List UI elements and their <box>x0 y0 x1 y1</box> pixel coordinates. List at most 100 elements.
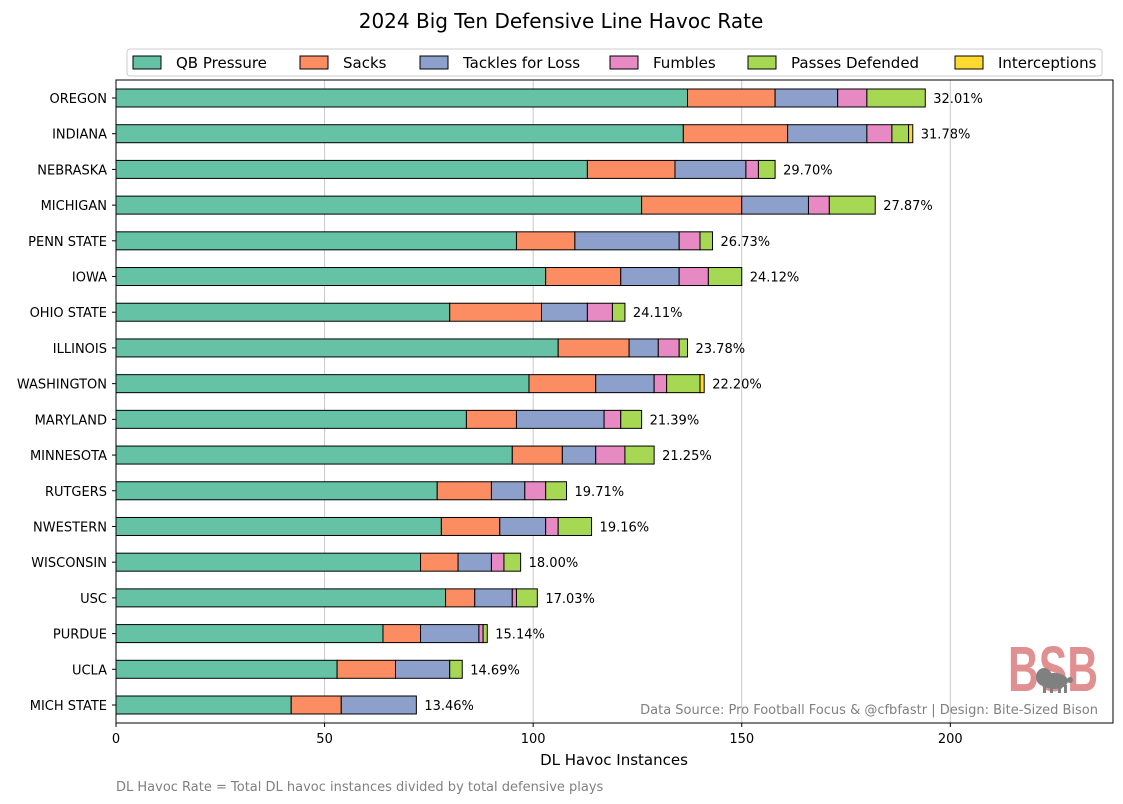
bar-qb-pressure <box>115 445 513 465</box>
bar-fumbles <box>511 588 517 608</box>
bar-sacks <box>445 588 476 608</box>
legend-label: Tackles for Loss <box>462 54 580 72</box>
legend-swatch <box>132 55 162 70</box>
data-label: 13.46% <box>424 699 474 714</box>
bar-sacks <box>682 124 789 144</box>
data-label: 19.71% <box>575 485 625 500</box>
y-tick-label: OHIO STATE <box>30 306 107 321</box>
bar-tackles-for-loss <box>490 481 526 501</box>
y-tick-label: ILLINOIS <box>53 342 107 357</box>
bar-sacks <box>528 374 597 394</box>
data-label: 24.12% <box>750 271 800 286</box>
bar-fumbles <box>586 302 613 322</box>
legend-item: Sacks <box>299 54 387 72</box>
legend-item: Fumbles <box>609 54 716 72</box>
bar-tackles-for-loss <box>457 552 492 572</box>
bar-sacks <box>465 409 517 429</box>
bar-qb-pressure <box>115 195 643 215</box>
x-axis: 0 50 100 150 200 <box>112 723 963 747</box>
bar-qb-pressure <box>115 124 684 144</box>
bar-qb-pressure <box>115 231 517 251</box>
bison-icon <box>1036 668 1073 693</box>
bar-passes-defended <box>757 159 776 179</box>
bar-tackles-for-loss <box>628 338 659 358</box>
bar-sacks <box>290 695 342 715</box>
y-tick-label: USC <box>80 592 107 607</box>
y-tick-label: PURDUE <box>53 628 107 643</box>
bar-tackles-for-loss <box>787 124 868 144</box>
bar-sacks <box>440 516 501 536</box>
footnote: DL Havoc Rate = Total DL havoc instances… <box>116 780 604 795</box>
plot-frame <box>115 79 1114 724</box>
y-tick-label: MICH STATE <box>30 699 107 714</box>
bar-fumbles <box>490 552 505 572</box>
legend-swatch <box>954 55 984 70</box>
bar-tackles-for-loss <box>574 231 680 251</box>
data-label: 26.73% <box>721 235 771 250</box>
y-tick-label: NEBRASKA <box>37 163 107 178</box>
bar-passes-defended <box>866 88 926 108</box>
bar-passes-defended <box>515 588 538 608</box>
y-tick-label: IOWA <box>72 271 107 286</box>
y-tick-label: RUTGERS <box>45 485 107 500</box>
bar-passes-defended <box>666 374 701 394</box>
bar-fumbles <box>837 88 868 108</box>
bar-qb-pressure <box>115 302 451 322</box>
data-label: 27.87% <box>883 199 933 214</box>
y-tick-label: INDIANA <box>52 128 107 143</box>
y-tick-label: WASHINGTON <box>17 378 107 393</box>
legend-label: Passes Defended <box>791 54 919 72</box>
bar-sacks <box>382 624 422 644</box>
bar-fumbles <box>478 624 484 644</box>
bar-qb-pressure <box>115 159 588 179</box>
x-tick-label: 100 <box>521 732 546 747</box>
data-label: 17.03% <box>545 592 595 607</box>
bar-qb-pressure <box>115 338 559 358</box>
bar-fumbles <box>745 159 759 179</box>
legend-swatch <box>419 55 449 70</box>
bar-qb-pressure <box>115 624 384 644</box>
data-label: 32.01% <box>933 92 983 107</box>
bar-sacks <box>586 159 676 179</box>
bar-qb-pressure <box>115 695 292 715</box>
bar-passes-defended <box>707 267 743 287</box>
y-tick-label: NWESTERN <box>33 520 107 535</box>
bar-qb-pressure <box>115 374 530 394</box>
bar-passes-defended <box>503 552 522 572</box>
y-tick-label: MARYLAND <box>35 413 107 428</box>
legend-label: Sacks <box>343 54 387 72</box>
y-axis: OREGON INDIANA NEBRASKA MICHIGAN PENN STATE I… <box>17 92 116 714</box>
bar-sacks <box>545 267 622 287</box>
bar-fumbles <box>678 267 709 287</box>
data-label: 21.25% <box>662 449 712 464</box>
bar-qb-pressure <box>115 267 547 287</box>
bar-tackles-for-loss <box>499 516 547 536</box>
data-label: 14.69% <box>470 663 520 678</box>
data-label: 24.11% <box>633 306 683 321</box>
bar-passes-defended <box>545 481 568 501</box>
bar-tackles-for-loss <box>774 88 839 108</box>
bar-sacks <box>511 445 563 465</box>
legend: QB Pressure Sacks Tackles for Loss Fumbles P… <box>126 48 1103 77</box>
y-tick-label: MINNESOTA <box>30 449 107 464</box>
bar-tackles-for-loss <box>515 409 605 429</box>
bar-fumbles <box>678 231 701 251</box>
legend-item: Tackles for Loss <box>419 54 580 72</box>
bar-fumbles <box>603 409 622 429</box>
bar-passes-defended <box>828 195 876 215</box>
bar-tackles-for-loss <box>540 302 588 322</box>
bars <box>115 88 926 715</box>
bar-tackles-for-loss <box>620 267 680 287</box>
legend-label: Fumbles <box>653 54 716 72</box>
bar-qb-pressure <box>115 409 467 429</box>
bar-passes-defended <box>611 302 626 322</box>
bar-fumbles <box>595 445 626 465</box>
bar-tackles-for-loss <box>595 374 655 394</box>
bar-tackles-for-loss <box>474 588 513 608</box>
legend-item: QB Pressure <box>132 54 267 72</box>
bar-qb-pressure <box>115 88 689 108</box>
bar-qb-pressure <box>115 588 447 608</box>
x-tick-label: 150 <box>729 732 754 747</box>
data-label: 19.16% <box>600 520 650 535</box>
